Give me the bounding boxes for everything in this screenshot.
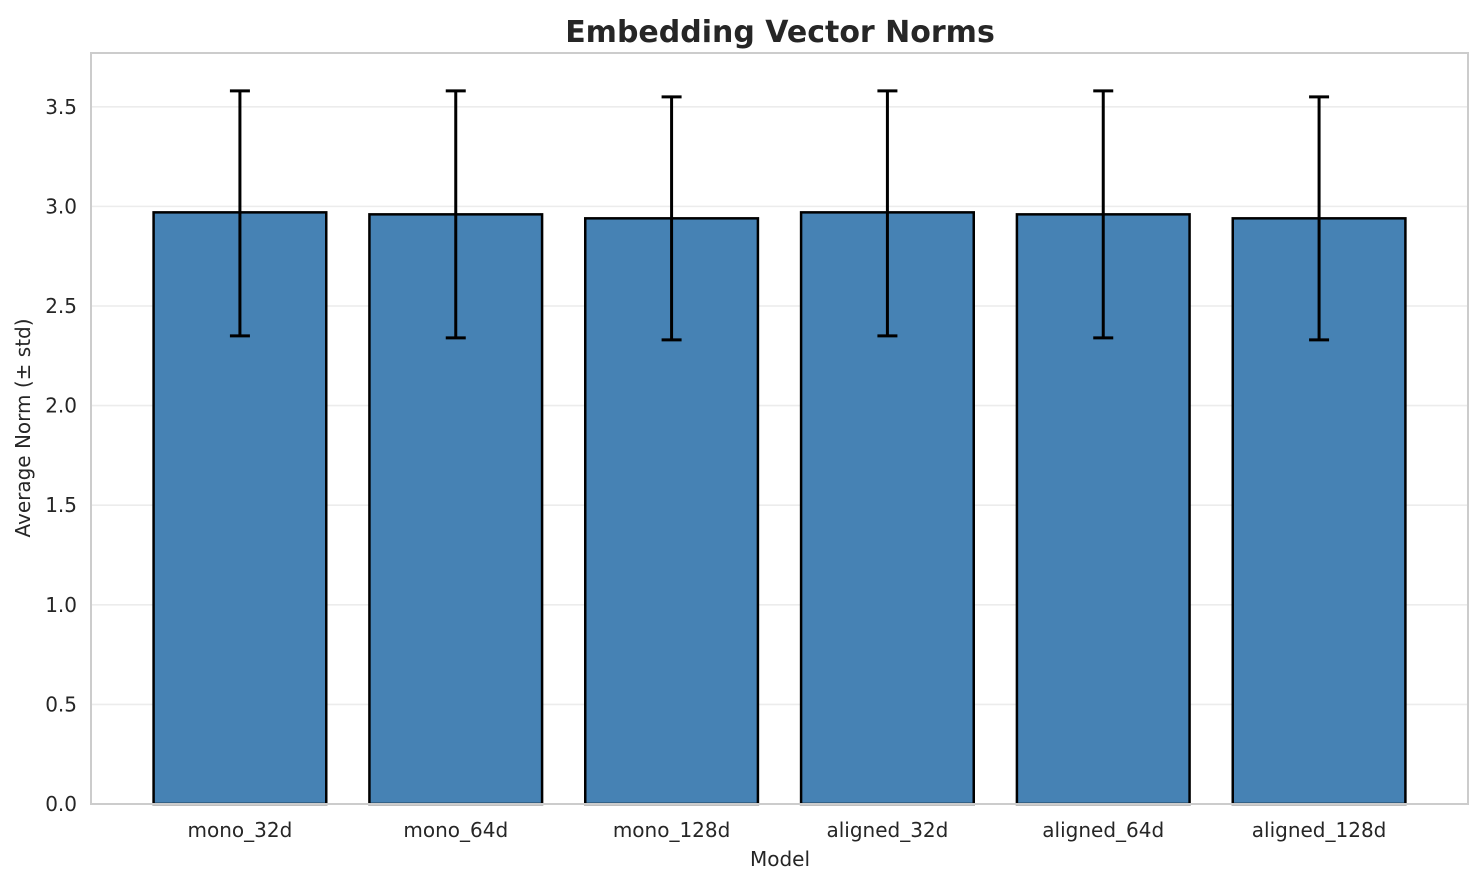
x-tick-label-aligned_64d: aligned_64d [1042,818,1164,842]
y-tick-label: 1.5 [45,493,77,517]
x-tick-label-mono_64d: mono_64d [403,818,508,842]
bar-aligned_32d [799,211,975,806]
y-tick-label: 0.5 [45,692,77,716]
y-tick-label: 1.0 [45,593,77,617]
y-tick-label: 2.0 [45,394,77,418]
x-tick-label-aligned_32d: aligned_32d [826,818,948,842]
chart-title: Embedding Vector Norms [565,15,995,50]
plot-area: 0.0 0.5 1.0 1.5 2.0 2.5 3.0 3.5 mono_32d mono_64d… [45,52,1469,842]
y-tick-label: 2.5 [45,294,77,318]
x-axis-title: Model [750,847,810,871]
y-tick-label: 3.5 [45,95,77,119]
y-tick-label: 3.0 [45,194,77,218]
x-tick-label-aligned_128d: aligned_128d [1252,818,1387,842]
y-tick-label: 0.0 [45,792,77,816]
axes-frame [90,52,1469,805]
y-axis-title: Average Norm (± std) [11,318,35,537]
x-tick-label-mono_32d: mono_32d [188,818,293,842]
x-tick-label-mono_128d: mono_128d [613,818,731,842]
